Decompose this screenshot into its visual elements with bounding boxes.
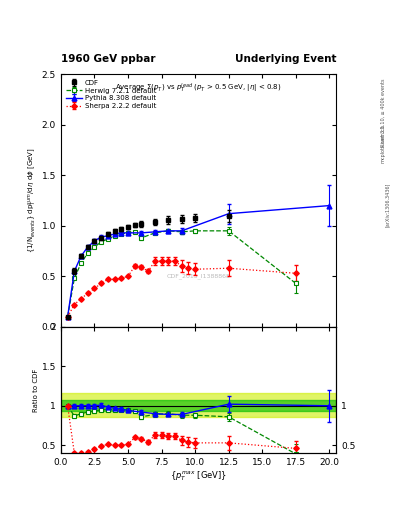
Text: 1960 GeV ppbar: 1960 GeV ppbar — [61, 54, 155, 64]
Text: Underlying Event: Underlying Event — [235, 54, 336, 64]
Y-axis label: Ratio to CDF: Ratio to CDF — [33, 368, 39, 412]
Legend: CDF, Herwig 7.2.1 default, Pythia 8.308 default, Sherpa 2.2.2 default: CDF, Herwig 7.2.1 default, Pythia 8.308 … — [64, 78, 158, 112]
X-axis label: {$p_T^{max}$ [GeV]}: {$p_T^{max}$ [GeV]} — [170, 470, 227, 483]
Text: [arXiv:1306.3436]: [arXiv:1306.3436] — [385, 183, 389, 227]
Bar — [61, 393, 336, 417]
Text: CDF_2015_I1388868: CDF_2015_I1388868 — [167, 273, 230, 279]
Text: Rivet 3.1.10, ≥ 400k events: Rivet 3.1.10, ≥ 400k events — [381, 78, 386, 147]
Bar — [61, 400, 336, 411]
Text: mcplots.cern.ch: mcplots.cern.ch — [381, 124, 386, 163]
Text: Average $\Sigma(p_T)$ vs $p_T^{lead}$ ($p_T$ > 0.5 GeV, $|\eta|$ < 0.8): Average $\Sigma(p_T)$ vs $p_T^{lead}$ ($… — [115, 82, 282, 95]
Y-axis label: {1/N$_{events}$} dp$_T^{sum}$/d$\eta$ d$\phi$ [GeV]: {1/N$_{events}$} dp$_T^{sum}$/d$\eta$ d$… — [27, 147, 39, 253]
